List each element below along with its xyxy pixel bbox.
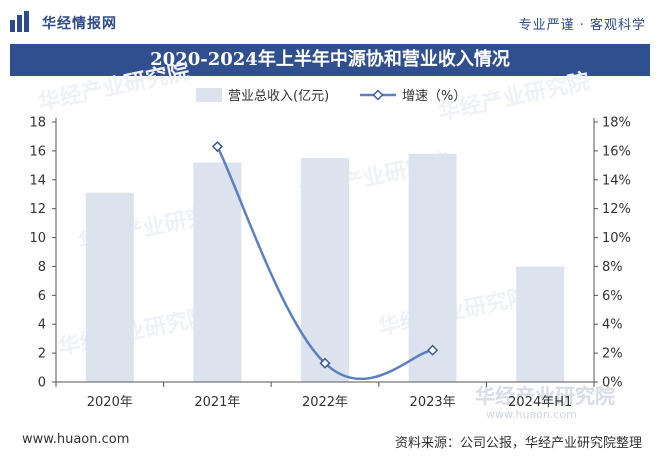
footer-url: www.huaon.com [22,432,130,447]
y-right-tick-label: 16% [602,144,631,159]
logo: 华经情报网 [10,11,117,34]
watermark-text: 华经产业研究院 [56,303,212,360]
y-left-tick-label: 10 [29,231,46,246]
x-tick-label: 2021年 [194,395,240,410]
legend-line-marker [372,89,384,101]
growth-line [216,146,433,381]
watermark-text: 华经产业研究院 [36,58,192,115]
y-right-tick-label: 14% [602,173,631,188]
y-left-tick-label: 0 [38,376,46,391]
y-left-tick-label: 8 [38,260,46,275]
bar-4 [408,153,457,382]
legend-line-label: 增速（%） [402,89,466,104]
y-left-tick-label: 4 [38,318,46,333]
logo-bars-icon [10,11,36,34]
y-right-tick-label: 0% [602,376,623,391]
y-right-tick-label: 8% [602,260,623,275]
legend-bar-swatch [196,88,222,102]
footer: www.huaon.com 资料来源：公司公报，华经产业研究院整理 [0,424,660,462]
slogan: 专业严谨 · 客观科学 [518,18,646,33]
legend: 营业总收入(亿元) 增速（%） [196,88,466,104]
y-left-tick-label: 16 [29,144,46,159]
y-left-tick-label: 6 [38,289,46,304]
chart-title: 2020-2024年上半年中源协和营业收入情况 [150,49,510,70]
header-bar: 华经情报网 专业严谨 · 客观科学 [0,0,660,44]
bars-group [85,153,565,382]
legend-bar-label: 营业总收入(亿元) [228,89,329,104]
growth-line-group [211,140,439,381]
title-bar: 2020-2024年上半年中源协和营业收入情况 [10,44,650,76]
y-right-tick-label: 12% [602,202,631,217]
x-tick-label: 2024年H1 [508,395,572,410]
growth-marker-3 [427,344,439,356]
growth-marker-2 [319,357,331,369]
x-tick-label: 2020年 [87,395,133,410]
bar-2 [193,162,242,382]
y-right-tick-label: 4% [602,318,623,333]
growth-marker-1 [211,140,223,153]
bar-5 [516,266,565,382]
y-left-tick-label: 14 [29,173,46,188]
bar-3 [301,158,349,382]
axes-group: 0 2 4 6 8 10 12 14 16 18 0% 2% 4% 6% 8% 10% 12% 14% 16% 18%… [29,116,630,411]
y-left-tick-label: 12 [29,202,46,217]
y-right-tick-label: 2% [602,347,623,362]
y-right-tick-label: 18% [602,116,631,131]
y-right-tick-label: 10% [602,231,631,246]
y-left-tick-label: 2 [38,347,46,362]
watermark-corner-url: www.huaon.com [486,408,577,421]
bar-1 [85,192,134,382]
watermark-corner-name: 华经产业研究院 [475,384,615,408]
y-left-tick-label: 18 [29,116,46,131]
y-right-tick-label: 6% [602,289,623,304]
x-tick-label: 2022年 [302,395,348,410]
x-tick-label: 2023年 [410,395,456,410]
footer-source: 资料来源：公司公报，华经产业研究院整理 [394,436,642,451]
logo-text: 华经情报网 [42,16,117,32]
